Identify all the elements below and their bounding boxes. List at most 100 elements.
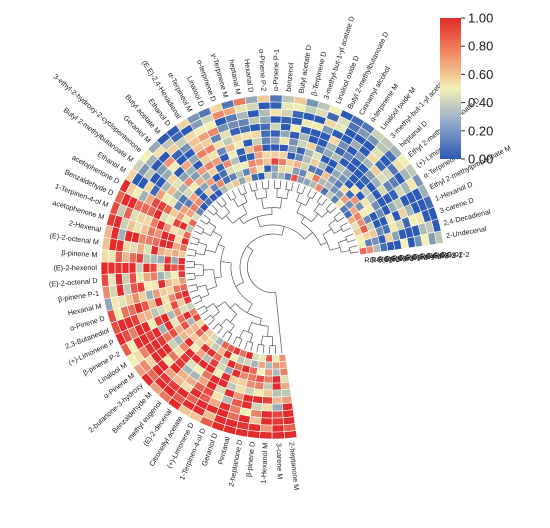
dendrogram-branch <box>338 242 342 253</box>
heatmap-cell <box>163 263 172 272</box>
heatmap-cell <box>256 94 271 104</box>
heatmap-cell <box>272 389 283 398</box>
heatmap-cell <box>156 263 165 273</box>
sample-label: RG-03-1 <box>364 256 392 265</box>
dendrogram-branch <box>194 300 203 305</box>
dendrogram-branch <box>208 221 217 228</box>
heatmap-cell <box>100 273 110 288</box>
heatmap-cell <box>256 367 266 376</box>
dendrogram-branch <box>195 284 199 291</box>
dendrogram-branch <box>320 241 328 246</box>
dendrogram-branch <box>189 242 198 246</box>
heatmap-cell <box>107 249 117 263</box>
heatmap-cell <box>271 424 285 433</box>
dendrogram-branch <box>221 212 230 220</box>
dendrogram-branch <box>212 231 223 237</box>
dendrogram-branch <box>296 203 302 213</box>
heatmap-cell <box>279 374 290 384</box>
heatmap-cell <box>170 256 179 265</box>
dendrogram-branch <box>212 311 220 318</box>
heatmap-cell <box>149 254 158 264</box>
dendrogram-branch <box>311 213 319 223</box>
dendrogram-branch <box>256 216 261 228</box>
dendrogram-branch <box>191 295 200 299</box>
heatmap-cell <box>100 249 110 263</box>
dendrogram-branch <box>341 250 350 253</box>
dendrogram-branch <box>203 214 211 220</box>
dendrogram-branch <box>189 289 198 293</box>
heatmap-cell <box>121 251 131 264</box>
heatmap-cell <box>177 270 186 279</box>
dendrogram-branch <box>321 198 328 206</box>
heatmap-cell <box>177 256 186 265</box>
dendrogram-branch <box>211 204 218 212</box>
dendrogram-branch <box>258 343 265 346</box>
dendrogram-branch <box>201 229 205 235</box>
heatmap-cell <box>100 261 109 275</box>
dendrogram-branch <box>260 335 263 345</box>
dendrogram-branch <box>321 210 329 218</box>
heatmap-cell <box>280 122 292 132</box>
heatmap-cell <box>269 94 283 103</box>
heatmap-cell <box>259 431 273 440</box>
dendrogram-branch <box>216 301 225 308</box>
dendrogram-branch <box>215 212 223 220</box>
dendrogram-branch <box>226 193 232 201</box>
heatmap-cell <box>272 382 282 391</box>
dendrogram-branch <box>256 344 259 353</box>
heatmap-cell <box>264 171 272 180</box>
dendrogram-branch <box>218 243 225 248</box>
compound-label: (E)-2-octenal M <box>49 231 99 247</box>
heatmap-cell <box>272 354 280 363</box>
heatmap-cell <box>128 262 137 274</box>
dendrogram-branch <box>333 211 341 218</box>
heatmap-cell <box>262 150 272 159</box>
dendrogram-branch <box>285 181 288 190</box>
dendrogram-branch <box>314 210 323 218</box>
heatmap-cell <box>270 171 279 180</box>
compound-label: Hexanal D <box>242 58 255 92</box>
dendrogram-branch <box>243 214 273 224</box>
heatmap-cell <box>278 353 287 363</box>
dendrogram-branch <box>220 318 227 326</box>
dendrogram-branch <box>221 196 227 204</box>
heatmap-cell <box>269 115 282 124</box>
dendrogram-branch <box>279 180 282 189</box>
sample-label: RG-01-1 <box>392 254 420 263</box>
dendrogram-branch <box>251 322 269 327</box>
dendrogram-branch <box>290 182 294 191</box>
heatmap-cell <box>259 122 271 131</box>
dendrogram-branch <box>261 180 264 190</box>
heatmap-cell <box>135 252 145 264</box>
dendrogram-branch <box>349 245 358 249</box>
dendrogram-branch <box>225 215 234 224</box>
dendrogram-branch <box>235 281 244 287</box>
dendrogram-branch <box>307 188 312 197</box>
compound-label: 2-Undecenal <box>445 224 487 240</box>
dendrogram-branch <box>350 251 359 254</box>
dendrogram-branch <box>250 342 254 352</box>
dendrogram-branch <box>197 305 205 311</box>
dendrogram-branch <box>325 202 333 210</box>
sample-label: RG-01-2 <box>399 253 427 262</box>
compound-label: β-pinene M <box>61 248 98 259</box>
heatmap-cell <box>278 157 288 167</box>
dendrogram-branch <box>210 314 215 320</box>
dendrogram-branch <box>262 345 265 354</box>
heatmap-cell <box>269 101 283 110</box>
dendrogram-branch <box>194 273 196 279</box>
heatmap-cell <box>254 158 265 167</box>
heatmap-cell <box>270 157 280 166</box>
dendrogram-branch <box>200 294 210 299</box>
dendrogram-branch <box>205 303 214 309</box>
dendrogram-branch <box>307 195 313 200</box>
heatmap-cell <box>262 396 273 405</box>
dendrogram-branch <box>285 189 292 191</box>
dendrogram-branch <box>213 303 220 312</box>
heatmap-cell <box>135 262 144 274</box>
heatmap-cell <box>272 375 282 384</box>
heatmap-cell <box>142 271 152 283</box>
dendrogram-branch <box>247 245 254 252</box>
